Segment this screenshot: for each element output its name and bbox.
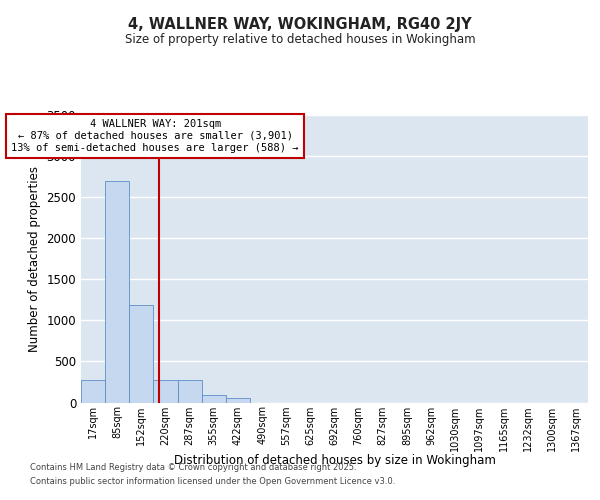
X-axis label: Distribution of detached houses by size in Wokingham: Distribution of detached houses by size … <box>173 454 496 466</box>
Text: 4 WALLNER WAY: 201sqm
← 87% of detached houses are smaller (3,901)
13% of semi-d: 4 WALLNER WAY: 201sqm ← 87% of detached … <box>11 120 299 152</box>
Bar <box>81 380 105 402</box>
Text: Size of property relative to detached houses in Wokingham: Size of property relative to detached ho… <box>125 32 475 46</box>
Text: Contains HM Land Registry data © Crown copyright and database right 2025.: Contains HM Land Registry data © Crown c… <box>30 464 356 472</box>
Y-axis label: Number of detached properties: Number of detached properties <box>28 166 41 352</box>
Text: Contains public sector information licensed under the Open Government Licence v3: Contains public sector information licen… <box>30 477 395 486</box>
Bar <box>129 304 154 402</box>
Bar <box>178 380 202 402</box>
Bar <box>105 180 129 402</box>
Text: 4, WALLNER WAY, WOKINGHAM, RG40 2JY: 4, WALLNER WAY, WOKINGHAM, RG40 2JY <box>128 18 472 32</box>
Bar <box>154 380 178 402</box>
Bar <box>202 395 226 402</box>
Bar <box>226 398 250 402</box>
